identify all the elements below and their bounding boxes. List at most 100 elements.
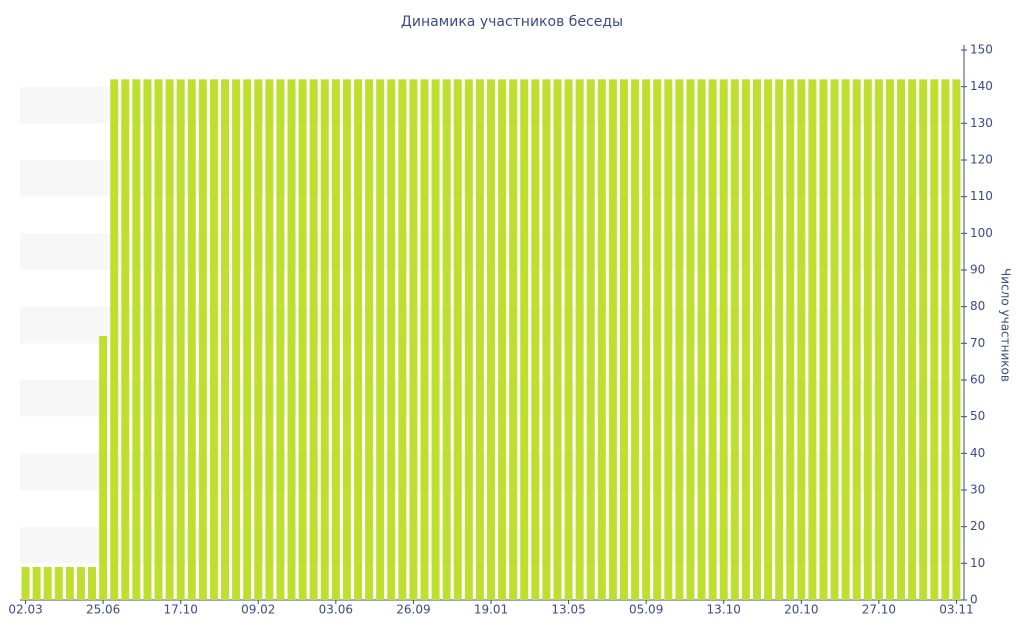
x-tick-label: 03.06 xyxy=(319,603,353,617)
bar xyxy=(453,79,462,601)
bar xyxy=(919,79,928,601)
bar xyxy=(830,79,839,601)
bar xyxy=(176,79,185,601)
y-tick-label: 50 xyxy=(970,409,985,423)
bar xyxy=(631,79,640,601)
x-tick-label: 20.10 xyxy=(784,603,818,617)
bar xyxy=(520,79,529,601)
bar xyxy=(354,79,363,601)
x-tick-label: 19.01 xyxy=(474,603,508,617)
bar xyxy=(276,79,285,601)
x-tick-label: 13.10 xyxy=(707,603,741,617)
bar xyxy=(885,79,894,601)
bar xyxy=(498,79,507,601)
bar xyxy=(265,79,274,601)
bar xyxy=(874,79,883,601)
bar xyxy=(597,79,606,601)
x-tick-label: 25.06 xyxy=(86,603,120,617)
bar xyxy=(863,79,872,601)
bar xyxy=(43,567,52,600)
y-tick-label: 10 xyxy=(970,556,985,570)
bar xyxy=(487,79,495,601)
bar xyxy=(664,79,673,601)
bar xyxy=(398,79,407,601)
bar xyxy=(464,79,473,601)
bar xyxy=(642,79,651,601)
bar xyxy=(431,79,440,601)
bar xyxy=(575,79,584,601)
y-tick-label: 150 xyxy=(970,43,993,57)
bar xyxy=(409,79,418,601)
y-tick-label: 120 xyxy=(970,153,993,167)
x-tick-label: 03.11 xyxy=(939,603,973,617)
x-tick-label: 13.05 xyxy=(551,603,585,617)
bar xyxy=(54,567,63,600)
y-tick-label: 90 xyxy=(970,263,985,277)
bar xyxy=(897,79,906,601)
bar xyxy=(730,79,739,601)
y-tick-label: 60 xyxy=(970,373,985,387)
bar xyxy=(65,567,74,600)
bar xyxy=(764,79,773,601)
y-tick-label: 140 xyxy=(970,79,993,93)
bar xyxy=(331,79,340,601)
bar xyxy=(198,79,207,601)
bar xyxy=(619,79,628,601)
bar xyxy=(442,79,451,601)
bar xyxy=(653,79,662,601)
bar xyxy=(564,79,573,601)
bar xyxy=(708,79,717,601)
bar xyxy=(586,79,595,601)
bar xyxy=(952,79,961,601)
bar xyxy=(387,79,396,601)
bar xyxy=(553,79,562,601)
bar xyxy=(475,79,484,601)
bar xyxy=(775,79,784,601)
x-tick-label: 27.10 xyxy=(862,603,896,617)
bar xyxy=(121,79,130,601)
bar xyxy=(342,79,351,601)
bar xyxy=(88,567,97,600)
bar xyxy=(608,79,617,601)
y-tick-label: 20 xyxy=(970,519,985,533)
x-tick-label: 05.09 xyxy=(629,603,663,617)
bar xyxy=(132,79,141,601)
bar xyxy=(908,79,917,601)
bar xyxy=(298,79,307,601)
bar xyxy=(99,336,108,600)
bar xyxy=(675,79,684,601)
bar xyxy=(209,79,218,601)
bar xyxy=(741,79,750,601)
bar xyxy=(376,79,385,601)
y-tick-label: 130 xyxy=(970,116,993,130)
bar xyxy=(719,79,728,601)
bar xyxy=(786,79,795,601)
y-axis-label: Число участников xyxy=(999,268,1013,382)
bar xyxy=(365,79,374,601)
bar xyxy=(941,79,950,601)
bar xyxy=(21,567,30,600)
bar xyxy=(808,79,817,601)
y-tick-label: 100 xyxy=(970,226,993,240)
bar xyxy=(165,79,174,601)
bar xyxy=(320,79,329,601)
bar xyxy=(232,79,241,601)
x-tick-label: 17.10 xyxy=(164,603,198,617)
x-tick-label: 26.09 xyxy=(396,603,430,617)
bar xyxy=(187,79,196,601)
y-tick-label: 30 xyxy=(970,483,985,497)
bar xyxy=(542,79,551,601)
y-tick-label: 40 xyxy=(970,446,985,460)
bar xyxy=(76,567,85,600)
bar xyxy=(420,79,429,601)
y-tick-label: 110 xyxy=(970,189,993,203)
bar xyxy=(509,79,518,601)
bar xyxy=(819,79,828,601)
bar xyxy=(852,79,861,601)
bar xyxy=(797,79,806,601)
bar xyxy=(309,79,318,601)
x-tick-label: 09.02 xyxy=(241,603,275,617)
x-tick-label: 02.03 xyxy=(8,603,42,617)
chart-title: Динамика участников беседы xyxy=(401,14,623,30)
bar xyxy=(531,79,540,601)
